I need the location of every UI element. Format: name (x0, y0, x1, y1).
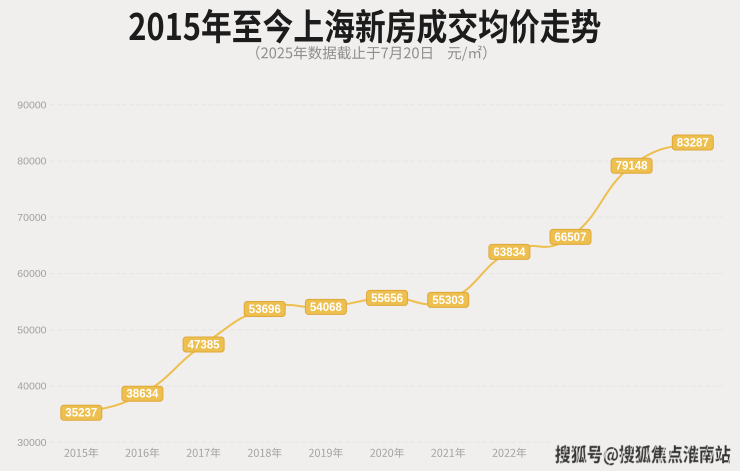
svg-text:40000: 40000 (17, 381, 46, 393)
svg-text:63834: 63834 (493, 247, 526, 259)
svg-text:90000: 90000 (17, 99, 46, 111)
svg-text:66507: 66507 (555, 232, 587, 244)
svg-text:55303: 55303 (432, 295, 464, 307)
svg-text:83287: 83287 (677, 137, 709, 149)
svg-text:30000: 30000 (17, 437, 46, 449)
svg-text:60000: 60000 (17, 268, 46, 280)
svg-text:70000: 70000 (17, 212, 46, 224)
svg-text:35237: 35237 (65, 408, 97, 420)
svg-text:53696: 53696 (249, 304, 281, 316)
svg-text:79148: 79148 (616, 161, 649, 173)
svg-text:80000: 80000 (17, 156, 46, 168)
svg-text:54068: 54068 (310, 302, 343, 314)
svg-text:47385: 47385 (188, 339, 221, 351)
svg-text:38634: 38634 (126, 389, 159, 401)
svg-text:50000: 50000 (17, 324, 46, 336)
svg-text:55656: 55656 (371, 293, 403, 305)
